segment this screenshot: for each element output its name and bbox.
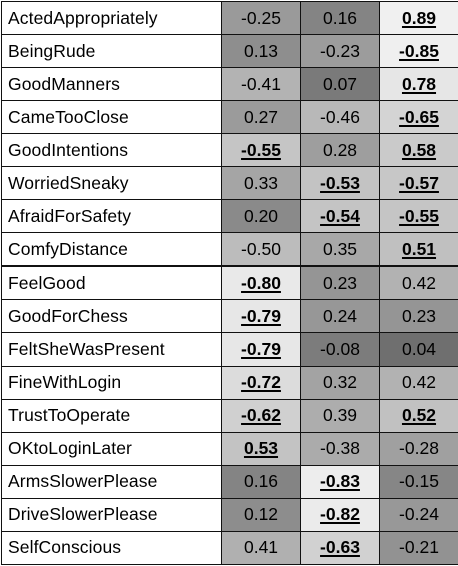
value-cell: 0.58 xyxy=(379,133,458,168)
value-cell: -0.53 xyxy=(300,166,380,201)
row-label: SelfConscious xyxy=(1,530,222,566)
row-label: BeingRude xyxy=(1,34,222,69)
value-cell: -0.62 xyxy=(221,398,301,433)
row-label: FeelGood xyxy=(1,265,222,301)
table-row: FeelGood -0.80 0.23 0.42 xyxy=(1,265,458,301)
value-cell: -0.21 xyxy=(379,530,458,566)
value-cell: -0.23 xyxy=(300,34,380,69)
value-cell: 0.16 xyxy=(221,464,301,499)
table-row: FineWithLogin -0.72 0.32 0.42 xyxy=(1,365,458,400)
value-cell: 0.27 xyxy=(221,100,301,135)
value-cell: -0.54 xyxy=(300,199,380,234)
value-cell: 0.12 xyxy=(221,497,301,532)
row-label: WorriedSneaky xyxy=(1,166,222,201)
value-cell: -0.65 xyxy=(379,100,458,135)
value-cell: -0.79 xyxy=(221,299,301,334)
value-cell: 0.51 xyxy=(379,232,458,267)
table-row: GoodIntentions -0.55 0.28 0.58 xyxy=(1,133,458,168)
row-label: ComfyDistance xyxy=(1,232,222,267)
table-row: SelfConscious 0.41 -0.63 -0.21 xyxy=(1,530,458,566)
value-cell: -0.15 xyxy=(379,464,458,499)
value-cell: 0.24 xyxy=(300,299,380,334)
value-cell: 0.42 xyxy=(379,265,458,301)
row-label: ArmsSlowerPlease xyxy=(1,464,222,499)
value-cell: -0.25 xyxy=(221,0,301,36)
value-cell: 0.13 xyxy=(221,34,301,69)
row-label: FeltSheWasPresent xyxy=(1,332,222,367)
value-cell: -0.79 xyxy=(221,332,301,367)
value-cell: 0.32 xyxy=(300,365,380,400)
row-label: GoodForChess xyxy=(1,299,222,334)
value-cell: 0.20 xyxy=(221,199,301,234)
value-cell: -0.38 xyxy=(300,431,380,466)
value-cell: 0.35 xyxy=(300,232,380,267)
value-cell: -0.57 xyxy=(379,166,458,201)
table-row: ComfyDistance -0.50 0.35 0.51 xyxy=(1,232,458,267)
row-label: GoodManners xyxy=(1,67,222,102)
value-cell: -0.24 xyxy=(379,497,458,532)
value-cell: 0.42 xyxy=(379,365,458,400)
value-cell: 0.39 xyxy=(300,398,380,433)
value-cell: -0.83 xyxy=(300,464,380,499)
value-cell: -0.41 xyxy=(221,67,301,102)
value-cell: -0.08 xyxy=(300,332,380,367)
value-cell: 0.16 xyxy=(300,0,380,36)
value-cell: 0.41 xyxy=(221,530,301,566)
value-cell: -0.82 xyxy=(300,497,380,532)
row-label: ActedAppropriately xyxy=(1,0,222,36)
value-cell: 0.78 xyxy=(379,67,458,102)
value-cell: 0.53 xyxy=(221,431,301,466)
value-cell: 0.28 xyxy=(300,133,380,168)
row-label: CameTooClose xyxy=(1,100,222,135)
value-cell: -0.55 xyxy=(379,199,458,234)
table-row: DriveSlowerPlease 0.12 -0.82 -0.24 xyxy=(1,497,458,532)
table-row: WorriedSneaky 0.33 -0.53 -0.57 xyxy=(1,166,458,201)
table-row: ArmsSlowerPlease 0.16 -0.83 -0.15 xyxy=(1,464,458,499)
value-cell: -0.80 xyxy=(221,265,301,301)
value-cell: -0.28 xyxy=(379,431,458,466)
value-cell: -0.85 xyxy=(379,34,458,69)
table-row: AfraidForSafety 0.20 -0.54 -0.55 xyxy=(1,199,458,234)
table-row: OKtoLoginLater 0.53 -0.38 -0.28 xyxy=(1,431,458,466)
table-row: TrustToOperate -0.62 0.39 0.52 xyxy=(1,398,458,433)
value-cell: -0.72 xyxy=(221,365,301,400)
table-row: GoodManners -0.41 0.07 0.78 xyxy=(1,67,458,102)
value-cell: 0.23 xyxy=(379,299,458,334)
value-cell: -0.63 xyxy=(300,530,380,566)
table-row: BeingRude 0.13 -0.23 -0.85 xyxy=(1,34,458,69)
value-cell: 0.04 xyxy=(379,332,458,367)
value-cell: 0.23 xyxy=(300,265,380,301)
table-row: CameTooClose 0.27 -0.46 -0.65 xyxy=(1,100,458,135)
row-label: AfraidForSafety xyxy=(1,199,222,234)
value-cell: 0.33 xyxy=(221,166,301,201)
row-label: OKtoLoginLater xyxy=(1,431,222,466)
value-cell: 0.07 xyxy=(300,67,380,102)
value-cell: 0.52 xyxy=(379,398,458,433)
value-cell: -0.50 xyxy=(221,232,301,267)
row-label: FineWithLogin xyxy=(1,365,222,400)
row-label: DriveSlowerPlease xyxy=(1,497,222,532)
table-row: ActedAppropriately -0.25 0.16 0.89 xyxy=(1,0,458,36)
value-cell: -0.55 xyxy=(221,133,301,168)
value-cell: 0.89 xyxy=(379,0,458,36)
table-row: GoodForChess -0.79 0.24 0.23 xyxy=(1,299,458,334)
value-cell: -0.46 xyxy=(300,100,380,135)
row-label: GoodIntentions xyxy=(1,133,222,168)
row-label: TrustToOperate xyxy=(1,398,222,433)
table-row: FeltSheWasPresent -0.79 -0.08 0.04 xyxy=(1,332,458,367)
